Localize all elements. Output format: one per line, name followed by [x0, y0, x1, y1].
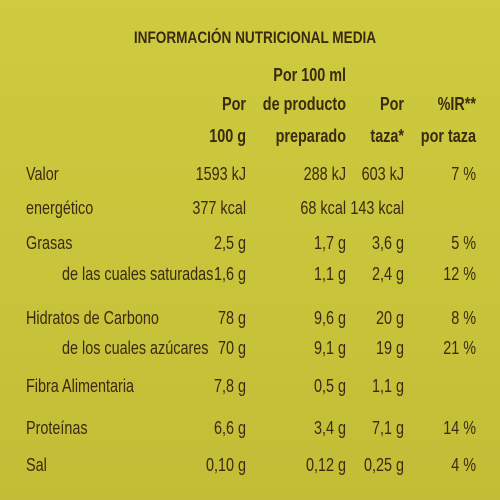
cell-value: 3,4 g [313, 418, 346, 438]
cell-value: 4 % [451, 455, 476, 475]
column-header: Por 100 ml [273, 65, 346, 85]
cell-value: 68 kcal [300, 198, 346, 218]
cell-value: 7 % [451, 164, 476, 184]
label-title: INFORMACIÓN NUTRICIONAL MEDIA [133, 28, 377, 47]
row-label: de las cuales saturadas [62, 264, 214, 284]
cell-value: 2,4 g [371, 264, 404, 284]
cell-value: 1,6 g [213, 264, 246, 284]
cell-value: 1,1 g [313, 264, 346, 284]
cell-value: 0,5 g [313, 376, 346, 396]
cell-value: 6,6 g [213, 418, 246, 438]
row-label: de los cuales azúcares [62, 338, 209, 358]
cell-value: 0,10 g [205, 455, 246, 475]
column-header: 100 g [209, 126, 246, 146]
cell-value: 143 kcal [350, 198, 404, 218]
cell-value: 0,25 g [363, 455, 404, 475]
cell-value: 1593 kJ [195, 164, 246, 184]
cell-value: 8 % [451, 308, 476, 328]
column-header: Por [379, 94, 404, 114]
cell-value: 78 g [217, 308, 246, 328]
cell-value: 9,1 g [313, 338, 346, 358]
cell-value: 2,5 g [213, 233, 246, 253]
cell-value: 5 % [451, 233, 476, 253]
column-header: taza* [370, 126, 404, 146]
row-label: Proteínas [26, 418, 88, 438]
column-header: %IR** [437, 94, 476, 114]
cell-value: 19 g [375, 338, 404, 358]
column-header: de producto [262, 94, 346, 114]
cell-value: 9,6 g [313, 308, 346, 328]
cell-value: 1,1 g [371, 376, 404, 396]
row-label: Sal [26, 455, 47, 475]
cell-value: 21 % [443, 338, 476, 358]
row-label: Fibra Alimentaria [26, 376, 135, 396]
cell-value: 70 g [217, 338, 246, 358]
cell-value: 20 g [375, 308, 404, 328]
cell-value: 0,12 g [305, 455, 346, 475]
row-label: Hidratos de Carbono [26, 308, 159, 328]
row-label: Grasas [26, 233, 73, 253]
cell-value: 3,6 g [371, 233, 404, 253]
row-label: Valor [26, 164, 59, 184]
cell-value: 288 kJ [303, 164, 346, 184]
column-header: Por [221, 94, 246, 114]
cell-value: 1,7 g [313, 233, 346, 253]
column-header: preparado [275, 126, 346, 146]
column-header: por taza [420, 126, 476, 146]
cell-value: 14 % [443, 418, 476, 438]
cell-value: 12 % [443, 264, 476, 284]
cell-value: 377 kcal [192, 198, 246, 218]
row-label: energético [26, 198, 94, 218]
cell-value: 7,8 g [213, 376, 246, 396]
cell-value: 7,1 g [371, 418, 404, 438]
cell-value: 603 kJ [361, 164, 404, 184]
